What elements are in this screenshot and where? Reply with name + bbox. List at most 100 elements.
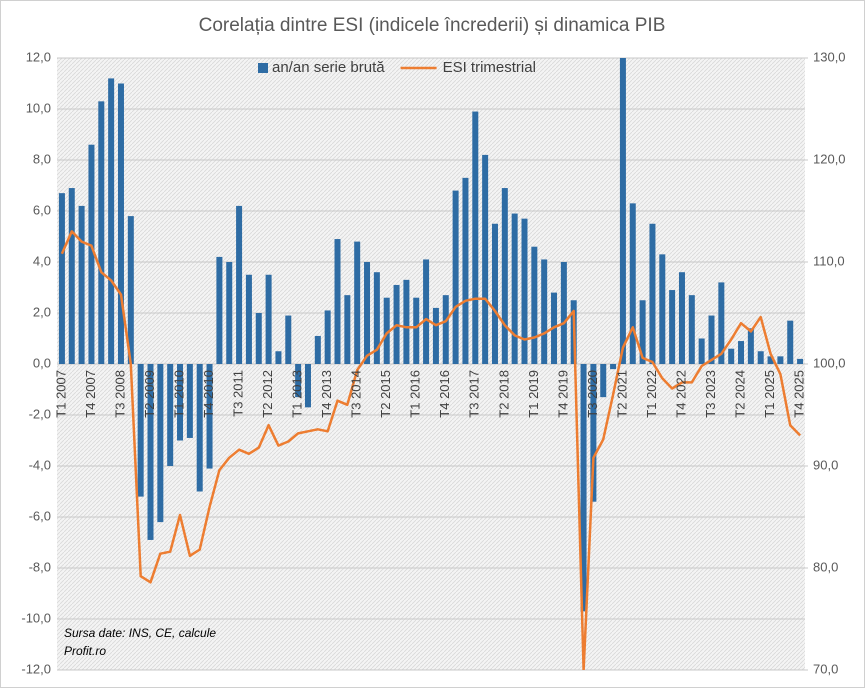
bar bbox=[590, 364, 597, 502]
bar bbox=[255, 313, 262, 364]
bar bbox=[186, 364, 193, 438]
bar bbox=[708, 315, 715, 364]
bar bbox=[610, 364, 617, 370]
x-tick-label: T4 2013 bbox=[319, 370, 334, 418]
x-tick-label: T4 2007 bbox=[83, 370, 98, 418]
y-tick-label: -10,0 bbox=[21, 610, 51, 625]
bar bbox=[747, 328, 754, 364]
x-tick-label: T4 2010 bbox=[201, 370, 216, 418]
bar bbox=[501, 188, 508, 364]
bar bbox=[659, 254, 666, 364]
legend-label: ESI trimestrial bbox=[443, 59, 536, 76]
bar bbox=[58, 193, 65, 364]
y-tick-label: -6,0 bbox=[29, 508, 51, 523]
y2-tick-label: 100,0 bbox=[813, 355, 846, 370]
legend-label: an/an serie brută bbox=[272, 59, 385, 76]
legend-swatch bbox=[258, 63, 268, 73]
x-tick-label: T1 2019 bbox=[526, 370, 541, 418]
y2-tick-label: 70,0 bbox=[813, 661, 838, 676]
bar bbox=[472, 111, 479, 364]
bar bbox=[108, 78, 115, 365]
bar bbox=[403, 279, 410, 364]
y-tick-label: -8,0 bbox=[29, 559, 51, 574]
source-note: Sursa date: INS, CE, calcule bbox=[64, 626, 216, 640]
source-note: Profit.ro bbox=[64, 644, 106, 658]
x-tick-label: T2 2012 bbox=[260, 370, 275, 418]
x-tick-label: T3 2008 bbox=[112, 370, 127, 418]
bar bbox=[98, 101, 105, 364]
x-tick-label: T3 2014 bbox=[349, 370, 364, 418]
bar bbox=[245, 274, 252, 364]
y2-tick-label: 120,0 bbox=[813, 151, 846, 166]
x-tick-label: T3 2011 bbox=[231, 370, 246, 417]
y-tick-label: 4,0 bbox=[33, 253, 51, 268]
bar bbox=[127, 216, 134, 364]
x-tick-label: T1 2025 bbox=[762, 370, 777, 418]
y2-tick-label: 80,0 bbox=[813, 559, 838, 574]
bar bbox=[68, 188, 75, 364]
bar bbox=[423, 259, 430, 364]
x-tick-label: T3 2023 bbox=[703, 370, 718, 418]
y-tick-label: 6,0 bbox=[33, 202, 51, 217]
bar bbox=[491, 223, 498, 364]
plot-marks bbox=[58, 58, 804, 670]
bar bbox=[344, 295, 351, 364]
x-tick-label: T2 2018 bbox=[496, 370, 511, 418]
bar bbox=[147, 364, 154, 540]
bar bbox=[777, 356, 784, 364]
x-tick-label: T2 2021 bbox=[614, 370, 629, 418]
bar bbox=[541, 259, 548, 364]
line bbox=[60, 230, 801, 670]
bar bbox=[452, 190, 459, 364]
bar bbox=[383, 297, 390, 364]
x-tick-label: T1 2013 bbox=[290, 370, 305, 418]
bar bbox=[88, 144, 95, 364]
bar bbox=[226, 262, 233, 364]
x-tick-label: T4 2016 bbox=[437, 370, 452, 418]
bar bbox=[314, 335, 321, 364]
bar bbox=[698, 338, 705, 364]
y-tick-label: 2,0 bbox=[33, 304, 51, 319]
x-tick-label: T2 2015 bbox=[378, 370, 393, 418]
x-tick-label: T3 2017 bbox=[467, 370, 482, 418]
bar bbox=[275, 351, 282, 364]
bar bbox=[669, 290, 676, 364]
bar bbox=[531, 246, 538, 364]
x-tick-label: T4 2019 bbox=[555, 370, 570, 418]
bar bbox=[285, 315, 292, 364]
bar bbox=[354, 241, 361, 364]
bar bbox=[619, 58, 626, 364]
x-tick-label: T4 2022 bbox=[673, 370, 688, 418]
y-tick-label: -2,0 bbox=[29, 406, 51, 421]
chart-title: Corelația dintre ESI (indicele încrederi… bbox=[199, 15, 666, 36]
bar bbox=[600, 364, 607, 398]
bar bbox=[324, 310, 331, 364]
bar bbox=[295, 364, 302, 398]
bar bbox=[728, 348, 735, 364]
x-tick-label: T1 2010 bbox=[171, 370, 186, 418]
bar bbox=[117, 83, 124, 364]
x-tick-label: T1 2022 bbox=[644, 370, 659, 418]
bar bbox=[560, 262, 567, 364]
bar bbox=[304, 364, 311, 408]
bar bbox=[738, 341, 745, 364]
y2-tick-label: 130,0 bbox=[813, 49, 846, 64]
bar bbox=[639, 300, 646, 364]
bar bbox=[78, 205, 85, 364]
bar bbox=[649, 223, 656, 364]
bar bbox=[767, 356, 774, 364]
bar bbox=[432, 307, 439, 364]
bar bbox=[373, 272, 380, 364]
y-tick-label: 0,0 bbox=[33, 355, 51, 370]
bar bbox=[196, 364, 203, 492]
bar bbox=[334, 239, 341, 364]
y-tick-label: 10,0 bbox=[26, 100, 51, 115]
bar bbox=[157, 364, 164, 523]
y2-tick-label: 90,0 bbox=[813, 457, 838, 472]
bar bbox=[482, 154, 489, 364]
y-tick-label: -12,0 bbox=[21, 661, 51, 676]
bar bbox=[718, 282, 725, 364]
bar bbox=[206, 364, 213, 469]
